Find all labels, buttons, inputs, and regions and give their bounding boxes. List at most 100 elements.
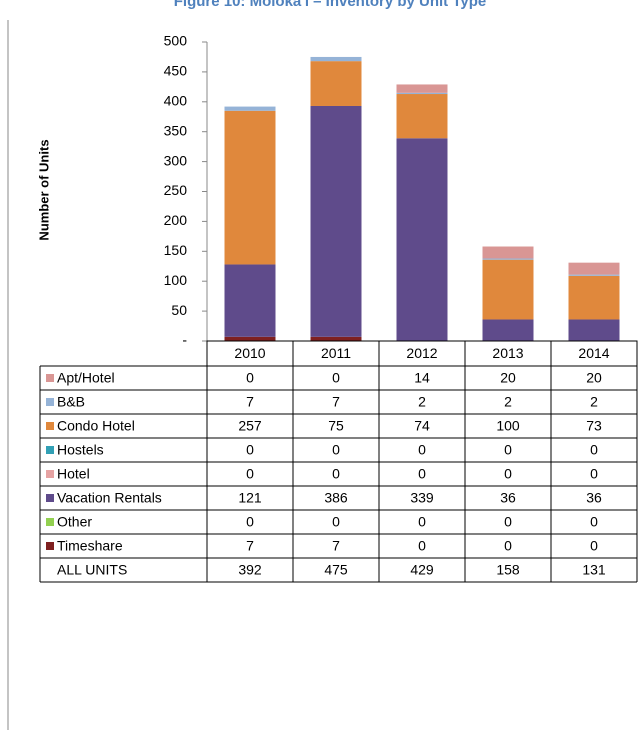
legend-swatch	[46, 374, 54, 382]
y-tick-label: 50	[171, 302, 187, 318]
bar-segment	[568, 319, 620, 341]
bar-segment	[224, 336, 276, 341]
table-value: 2	[590, 394, 598, 410]
table-value: 0	[590, 538, 598, 554]
legend-label: Hotel	[57, 466, 90, 482]
table-value: 7	[332, 538, 340, 554]
bar-segment	[482, 259, 534, 320]
y-tick-label: 100	[164, 272, 188, 288]
table-value: 0	[246, 370, 254, 386]
table-value: 121	[238, 490, 262, 506]
table-value: 0	[332, 442, 340, 458]
table-value: 20	[586, 370, 602, 386]
table-value: 339	[410, 490, 434, 506]
total-value: 475	[324, 562, 348, 578]
chart-title: Figure 10: Moloka'i – Inventory by Unit …	[174, 0, 487, 10]
legend-label: Hostels	[57, 442, 104, 458]
x-tick-label: 2011	[321, 345, 351, 361]
table-value: 0	[418, 442, 426, 458]
legend-swatch	[46, 398, 54, 406]
table-value: 20	[500, 370, 516, 386]
table-value: 0	[590, 442, 598, 458]
bar-segment	[396, 138, 448, 341]
table-value: 0	[332, 466, 340, 482]
table-value: 0	[590, 514, 598, 530]
legend-label: Vacation Rentals	[57, 490, 162, 506]
legend-swatch	[46, 446, 54, 454]
bar-segment	[482, 319, 534, 341]
legend-swatch	[46, 542, 54, 550]
bar-segment	[310, 336, 362, 341]
table-value: 0	[332, 514, 340, 530]
bar-segment	[310, 56, 362, 62]
y-tick-label: 450	[164, 63, 188, 79]
table-value: 75	[328, 418, 344, 434]
bar-segment	[482, 258, 534, 260]
table-value: 0	[504, 442, 512, 458]
table-value: 36	[500, 490, 516, 506]
table-value: 0	[590, 466, 598, 482]
table-value: 386	[324, 490, 348, 506]
x-tick-label: 2013	[492, 345, 523, 361]
legend-label: Other	[57, 514, 92, 530]
y-tick-label: 150	[164, 242, 188, 258]
y-tick-label: 200	[164, 212, 188, 228]
x-tick-label: 2012	[406, 345, 437, 361]
bar-segment	[568, 262, 620, 275]
y-tick-label: 400	[164, 93, 188, 109]
legend-swatch	[46, 518, 54, 526]
table-value: 0	[418, 466, 426, 482]
y-tick-label: -	[182, 332, 187, 348]
bar-segment	[568, 274, 620, 276]
bar-segment	[568, 275, 620, 320]
total-label: ALL UNITS	[57, 562, 127, 578]
table-value: 100	[496, 418, 520, 434]
bar-segment	[396, 84, 448, 93]
total-value: 392	[238, 562, 262, 578]
legend-label: Apt/Hotel	[57, 370, 115, 386]
bar-segment	[310, 61, 362, 106]
table-value: 0	[418, 538, 426, 554]
table-value: 0	[246, 442, 254, 458]
bar-segment	[310, 105, 362, 337]
legend-swatch	[46, 422, 54, 430]
y-tick-label: 300	[164, 152, 188, 168]
y-tick-label: 500	[164, 33, 188, 49]
legend-swatch	[46, 470, 54, 478]
table-value: 0	[504, 538, 512, 554]
total-value: 158	[496, 562, 520, 578]
table-value: 0	[246, 514, 254, 530]
y-tick-label: 250	[164, 182, 188, 198]
table-value: 7	[246, 538, 254, 554]
bar-segment	[224, 110, 276, 265]
y-axis-label: Number of Units	[36, 139, 51, 240]
table-value: 0	[504, 514, 512, 530]
total-value: 131	[582, 562, 606, 578]
bar-segment	[224, 106, 276, 111]
table-value: 0	[332, 370, 340, 386]
table-value: 0	[246, 466, 254, 482]
total-value: 429	[410, 562, 434, 578]
table-value: 7	[246, 394, 254, 410]
y-tick-label: 350	[164, 122, 188, 138]
table-value: 74	[414, 418, 430, 434]
legend-label: Condo Hotel	[57, 418, 135, 434]
bar-segment	[396, 92, 448, 95]
bar-segment	[482, 246, 534, 259]
table-value: 2	[418, 394, 426, 410]
table-value: 36	[586, 490, 602, 506]
table-value: 14	[414, 370, 430, 386]
bar-segment	[396, 94, 448, 139]
legend-swatch	[46, 494, 54, 502]
legend-label: Timeshare	[57, 538, 123, 554]
bar-segment	[224, 264, 276, 337]
legend-label: B&B	[57, 394, 85, 410]
table-value: 2	[504, 394, 512, 410]
table-value: 73	[586, 418, 602, 434]
table-value: 257	[238, 418, 262, 434]
x-tick-label: 2014	[578, 345, 609, 361]
x-tick-label: 2010	[234, 345, 265, 361]
table-value: 0	[504, 466, 512, 482]
table-value: 0	[418, 514, 426, 530]
